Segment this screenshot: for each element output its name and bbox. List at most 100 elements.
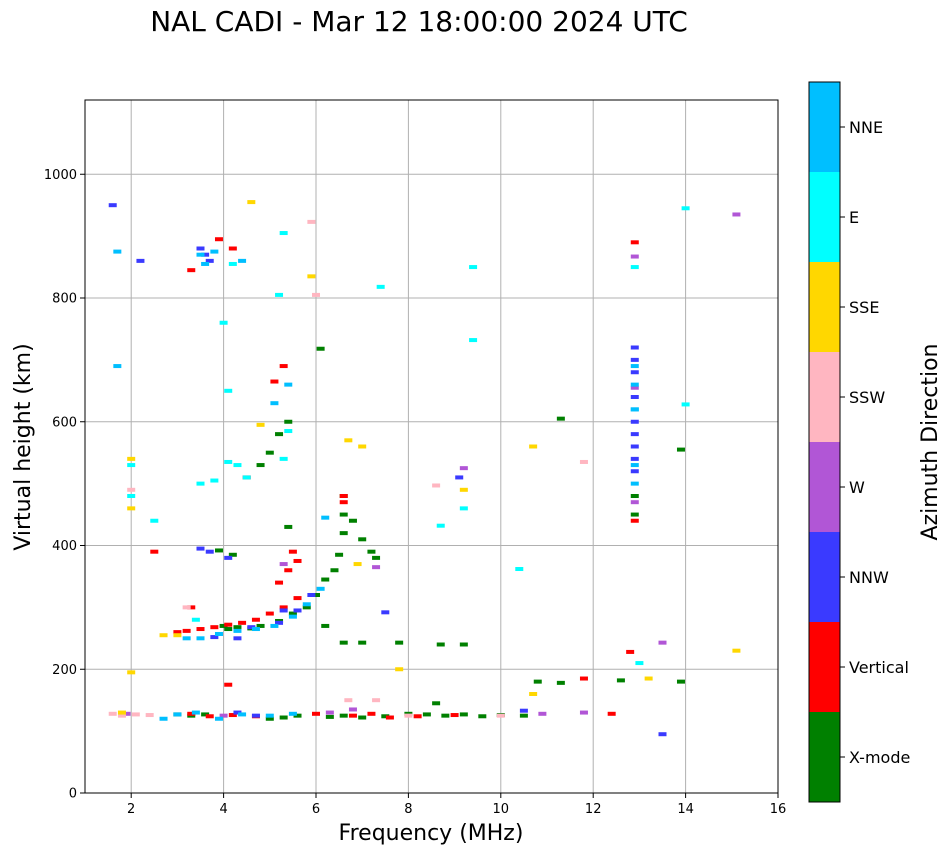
data-point-vertical xyxy=(579,676,588,681)
data-point-vertical xyxy=(214,237,223,242)
data-point-vertical xyxy=(607,711,616,716)
data-point-vertical xyxy=(224,682,233,687)
colorbar-tick-label: NNE xyxy=(849,118,883,137)
data-point-vertical xyxy=(450,713,459,718)
data-point-x-mode xyxy=(616,678,625,683)
data-point-vertical xyxy=(279,605,288,610)
data-point-nnw xyxy=(630,419,639,424)
data-point-e xyxy=(127,494,136,498)
x-tick-label: 4 xyxy=(219,802,227,817)
data-point-nne xyxy=(251,627,260,632)
data-point-ssw xyxy=(344,698,353,703)
data-point-x-mode xyxy=(519,713,528,718)
data-point-sse xyxy=(644,676,653,681)
colorbar-swatch xyxy=(809,532,840,622)
data-point-x-mode xyxy=(339,531,348,536)
data-point-w xyxy=(538,711,547,716)
data-point-sse xyxy=(459,487,468,492)
data-point-x-mode xyxy=(275,432,284,437)
data-point-e xyxy=(630,265,639,270)
data-point-x-mode xyxy=(459,642,468,647)
data-point-nnw xyxy=(381,610,390,615)
data-point-vertical xyxy=(228,246,237,251)
data-point-e xyxy=(275,292,284,297)
data-point-ssw xyxy=(182,605,191,610)
colorbar-swatch xyxy=(809,622,840,712)
data-point-ssw xyxy=(432,483,441,488)
colorbar: X-mode Vertical NNW W SSW SSE E NNE xyxy=(808,81,910,803)
data-point-x-mode xyxy=(478,714,487,719)
data-point-x-mode xyxy=(321,623,330,628)
data-point-e xyxy=(228,261,237,266)
data-point-nne xyxy=(288,614,297,619)
data-point-vertical xyxy=(284,568,293,573)
colorbar-tick-label: X-mode xyxy=(849,748,910,767)
data-point-ssw xyxy=(496,713,505,718)
data-point-e xyxy=(436,523,445,528)
data-point-e xyxy=(284,429,293,434)
colorbar-swatch xyxy=(809,712,840,802)
data-point-e xyxy=(233,463,242,468)
data-point-nne xyxy=(265,713,274,718)
data-point-e xyxy=(224,459,233,464)
data-point-vertical xyxy=(279,364,288,369)
data-point-nnw xyxy=(196,546,205,551)
data-point-x-mode xyxy=(367,549,376,554)
data-point-vertical xyxy=(312,711,320,716)
data-point-e xyxy=(376,284,385,289)
plot-area-frame xyxy=(84,99,779,794)
data-point-x-mode xyxy=(265,716,274,721)
data-point-nne xyxy=(191,710,200,715)
data-point-nne xyxy=(113,249,122,254)
data-point-vertical xyxy=(228,713,237,718)
data-point-nnw xyxy=(251,713,260,718)
data-point-x-mode xyxy=(422,712,431,717)
data-point-ssw xyxy=(404,713,413,718)
data-point-sse xyxy=(127,456,136,461)
x-tick-label: 2 xyxy=(127,802,135,817)
data-point-nne xyxy=(302,602,311,607)
data-point-vertical xyxy=(275,580,284,585)
data-point-ssw xyxy=(372,698,381,703)
colorbar-tick-label: E xyxy=(849,208,859,227)
data-point-nne xyxy=(173,712,182,717)
data-point-nnw xyxy=(630,345,639,350)
data-point-nne xyxy=(630,364,639,369)
data-point-vertical xyxy=(339,500,348,505)
data-point-sse xyxy=(353,562,362,567)
data-point-x-mode xyxy=(256,623,265,628)
data-point-nnw xyxy=(275,620,284,625)
data-point-x-mode xyxy=(459,712,468,717)
colorbar-tick-label: NNW xyxy=(849,568,889,587)
data-point-vertical xyxy=(626,649,635,654)
data-point-sse xyxy=(732,648,741,653)
data-point-sse xyxy=(395,667,404,672)
y-tick-label: 400 xyxy=(52,539,77,554)
data-point-e xyxy=(224,388,233,393)
data-point-x-mode xyxy=(214,548,223,553)
data-point-nnw xyxy=(210,635,219,640)
data-point-vertical xyxy=(150,549,159,554)
data-point-sse xyxy=(127,506,136,511)
data-point-x-mode xyxy=(321,577,330,582)
data-point-sse xyxy=(127,670,136,675)
x-tick-label: 14 xyxy=(677,802,694,817)
data-point-x-mode xyxy=(325,714,334,719)
data-point-e xyxy=(279,231,288,236)
data-point-x-mode xyxy=(279,715,288,720)
data-point-sse xyxy=(358,444,367,449)
colorbar-swatch xyxy=(809,442,840,532)
data-point-nne xyxy=(113,364,122,369)
data-point-x-mode xyxy=(339,512,348,517)
data-point-w xyxy=(658,640,667,645)
data-point-x-mode xyxy=(348,518,357,523)
x-axis-label: Frequency (MHz) xyxy=(339,821,524,846)
data-point-w xyxy=(459,466,468,471)
data-point-vertical xyxy=(348,713,357,718)
data-point-x-mode xyxy=(233,625,242,630)
data-point-e xyxy=(459,506,468,511)
data-point-vertical xyxy=(187,711,196,716)
x-axis-ticks: 2 4 6 8 10 12 14 16 xyxy=(127,793,786,817)
data-point-nnw xyxy=(293,608,302,613)
